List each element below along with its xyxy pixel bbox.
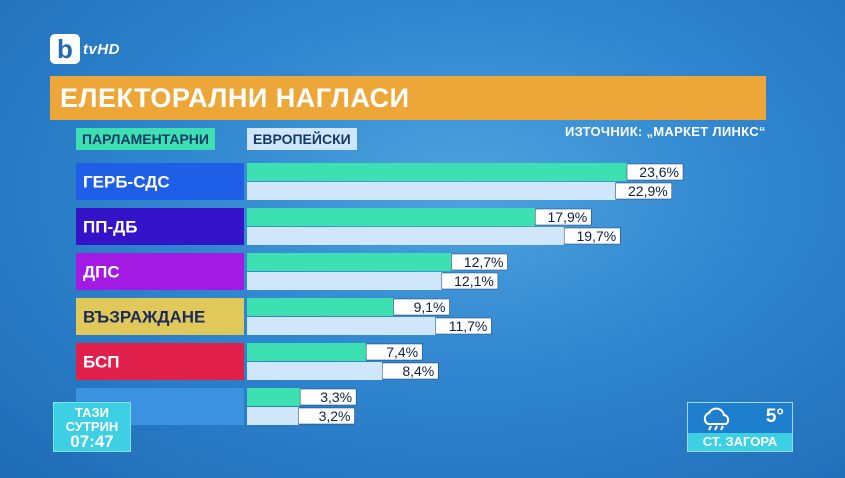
- bar-parliamentary: [247, 208, 536, 226]
- legend-parliamentary: ПАРЛАМЕНТАРНИ: [76, 128, 215, 150]
- value-label: 8,4%: [402, 363, 434, 379]
- party-label-box: [76, 208, 244, 245]
- party-label-box: [76, 163, 244, 200]
- value-label: 9,1%: [414, 299, 446, 315]
- value-label-box: [563, 227, 621, 245]
- clock-line1: ТАЗИ: [75, 405, 109, 420]
- bar-european: [247, 182, 616, 200]
- party-label: ГЕРБ-СДС: [83, 173, 170, 192]
- value-label-box: [435, 317, 492, 335]
- value-label-box: [615, 182, 672, 200]
- clock-widget: ТАЗИ СУТРИН 07:47: [53, 402, 131, 452]
- clock-line2: СУТРИН: [65, 419, 119, 434]
- bar-european: [247, 362, 383, 380]
- party-label: ДПС: [83, 263, 120, 282]
- weather-widget: 5° СТ. ЗАГОРА: [687, 402, 793, 452]
- value-label-box: [299, 388, 357, 406]
- value-label: 12,7%: [464, 254, 504, 270]
- logo-suffix: tvHD: [83, 40, 121, 58]
- value-label-box: [365, 343, 423, 361]
- value-label: 11,7%: [449, 318, 488, 334]
- party-label-box: [76, 298, 244, 335]
- weather-city: СТ. ЗАГОРА: [688, 433, 792, 451]
- value-label-box: [451, 253, 508, 271]
- rain-cloud-icon: [703, 407, 730, 431]
- value-label: 3,2%: [319, 408, 351, 424]
- value-label-box: [382, 362, 439, 380]
- party-label-box: [76, 343, 244, 380]
- source-label: ИЗТОЧНИК: „МАРКЕТ ЛИНКС“: [565, 124, 766, 139]
- bar-european: [247, 317, 436, 335]
- value-label-box: [534, 208, 592, 226]
- value-label: 23,6%: [639, 164, 679, 180]
- value-label: 19,7%: [577, 228, 617, 244]
- value-label: 7,4%: [386, 344, 418, 360]
- value-label-box: [626, 163, 684, 181]
- bar-parliamentary: [247, 388, 301, 406]
- clock-time: 07:47: [70, 432, 114, 451]
- bar-parliamentary: [247, 253, 452, 271]
- bar-european: [247, 407, 299, 425]
- bar-european: [247, 272, 442, 290]
- value-label-box: [298, 407, 355, 425]
- party-label-box: [76, 253, 244, 290]
- party-label: БСП: [83, 353, 120, 372]
- value-label: 22,9%: [628, 183, 668, 199]
- value-label: 3,3%: [320, 389, 352, 405]
- party-label: ПП-ДБ: [83, 218, 137, 237]
- value-label: 17,9%: [548, 209, 588, 225]
- bar-parliamentary: [247, 163, 627, 181]
- bar-parliamentary: [247, 343, 367, 361]
- bar-european: [247, 227, 565, 245]
- value-label-box: [441, 272, 499, 290]
- btv-logo: b tvHD: [50, 34, 120, 64]
- logo-letter: b: [50, 34, 80, 64]
- bar-parliamentary: [247, 298, 394, 316]
- value-label-box: [393, 298, 450, 316]
- weather-temp: 5°: [765, 406, 784, 427]
- party-label: ВЪЗРАЖДАНЕ: [83, 308, 205, 327]
- chart-title: ЕЛЕКТОРАЛНИ НАГЛАСИ: [50, 76, 766, 120]
- value-label: 12,1%: [454, 273, 494, 289]
- legend-european: ЕВРОПЕЙСКИ: [247, 128, 357, 150]
